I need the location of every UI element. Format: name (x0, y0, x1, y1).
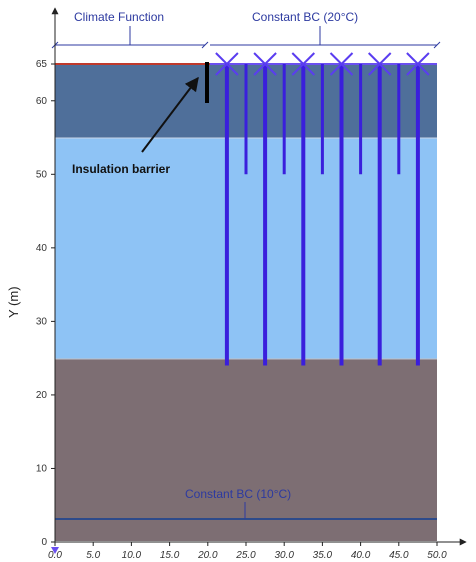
x-tick-label: 0.0 (48, 550, 62, 561)
pipe-head-marker (367, 52, 392, 76)
x-tick-label: 40.0 (351, 550, 371, 561)
heat-exchanger-pipes (215, 52, 430, 366)
x-tick-label: 20.0 (197, 550, 218, 561)
y-axis-label: Y (m) (6, 286, 21, 318)
constant-bc-bottom-label: Constant BC (10°C) (185, 487, 291, 501)
x-tick-label: 15.0 (160, 550, 180, 561)
insulation-arrow (141, 76, 199, 153)
pipe-head-marker (406, 52, 430, 76)
y-tick-label: 10 (36, 463, 48, 474)
y-tick-label: 65 (36, 59, 48, 70)
y-tick-label: 60 (36, 96, 48, 107)
y-tick-label: 30 (36, 316, 48, 327)
x-tick-label: 45.0 (389, 550, 409, 561)
x-tick-label: 5.0 (86, 550, 100, 561)
x-tick-label: 10.0 (122, 550, 142, 561)
y-tick-label: 0 (41, 537, 47, 548)
pipe-head-marker (215, 52, 239, 76)
y-tick-label: 40 (36, 243, 48, 254)
dimension-tick-mid (201, 41, 209, 49)
climate-function-label: Climate Function (74, 10, 164, 24)
constant-bc-top-label: Constant BC (20°C) (252, 10, 358, 24)
pipe-head-marker (253, 52, 277, 76)
pipe-head-marker (291, 52, 316, 76)
lower-layer (55, 359, 437, 541)
y-tick-label: 20 (36, 390, 48, 401)
insulation-barrier-label: Insulation barrier (72, 162, 170, 176)
x-axis-ticks: 0.0 5.0 10.0 15.0 20.0 25.0 30.0 35.0 40.0 45.0 50… (48, 542, 447, 561)
x-tick-label: 30.0 (274, 550, 294, 561)
origin-marker (51, 547, 59, 554)
pipe-head-marker (329, 52, 354, 76)
x-tick-label: 50.0 (427, 550, 447, 561)
middle-layer (55, 138, 437, 359)
dimension-tick-right (433, 41, 441, 49)
y-axis-ticks: 0 10 20 30 40 50 60 65 (36, 59, 55, 548)
x-tick-label: 25.0 (235, 550, 256, 561)
x-tick-label: 35.0 (313, 550, 333, 561)
y-tick-label: 50 (36, 169, 48, 180)
